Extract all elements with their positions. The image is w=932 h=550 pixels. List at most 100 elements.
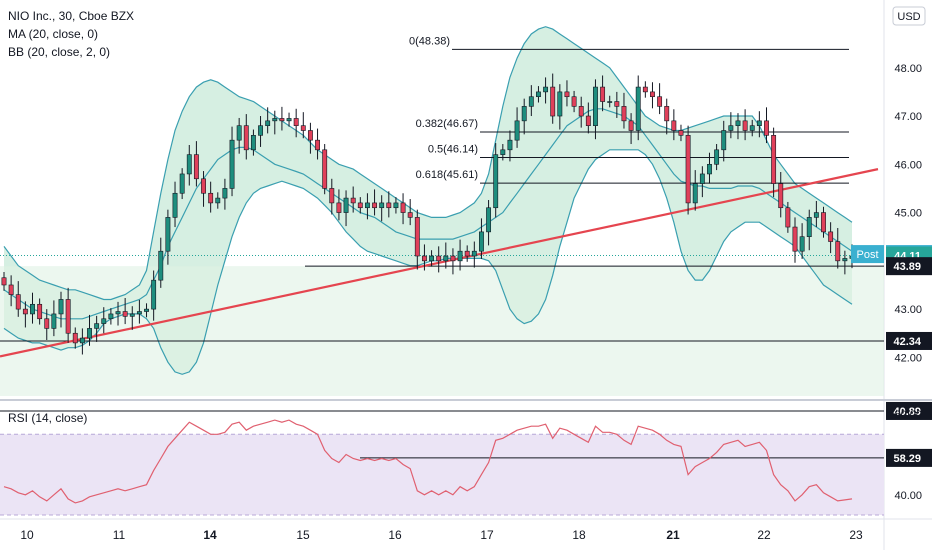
candle[interactable] — [799, 223, 805, 259]
candle[interactable] — [115, 301, 121, 326]
candle[interactable] — [421, 244, 427, 271]
candle[interactable] — [486, 200, 492, 246]
candle[interactable] — [329, 178, 335, 215]
candle[interactable] — [642, 81, 648, 98]
candle[interactable] — [507, 130, 513, 162]
candle[interactable] — [585, 102, 591, 134]
candle[interactable] — [429, 250, 435, 267]
candle[interactable] — [144, 303, 149, 318]
candle[interactable] — [293, 108, 299, 138]
candle[interactable] — [94, 315, 100, 342]
candle[interactable] — [614, 91, 620, 118]
candle[interactable] — [543, 77, 549, 104]
candle[interactable] — [450, 248, 456, 275]
candle[interactable] — [514, 107, 520, 148]
candle[interactable] — [699, 166, 705, 198]
candle[interactable] — [379, 195, 385, 222]
candle[interactable] — [735, 113, 741, 140]
candle[interactable] — [457, 239, 463, 271]
candle[interactable] — [1, 271, 7, 291]
candle[interactable] — [536, 86, 541, 103]
candle[interactable] — [692, 170, 698, 211]
candle[interactable] — [400, 193, 406, 225]
candle[interactable] — [279, 106, 285, 131]
candle[interactable] — [578, 96, 584, 128]
candle[interactable] — [835, 228, 841, 269]
candle[interactable] — [707, 152, 712, 184]
price-pane[interactable]: 0(48.38) 0.382(46.67) 0.5(46.14) 0.618(45.6… — [0, 26, 884, 396]
candle[interactable] — [30, 292, 35, 324]
candle[interactable] — [307, 122, 313, 154]
candle[interactable] — [136, 299, 142, 324]
candle[interactable] — [22, 301, 28, 328]
candle[interactable] — [87, 314, 92, 346]
candle[interactable] — [607, 95, 613, 108]
candle[interactable] — [657, 83, 663, 115]
candle[interactable] — [101, 307, 107, 334]
candle[interactable] — [671, 109, 677, 141]
candle[interactable] — [229, 126, 235, 197]
candle[interactable] — [600, 75, 606, 112]
candle[interactable] — [828, 222, 834, 254]
candle[interactable] — [44, 309, 50, 341]
candle[interactable] — [51, 300, 57, 337]
candle[interactable] — [215, 192, 221, 209]
candle[interactable] — [372, 189, 377, 216]
candle[interactable] — [357, 197, 363, 214]
candle[interactable] — [322, 144, 328, 195]
candle[interactable] — [621, 92, 627, 129]
candle[interactable] — [364, 193, 370, 220]
candle[interactable] — [122, 298, 128, 325]
candle[interactable] — [664, 98, 670, 135]
candle[interactable] — [108, 308, 114, 325]
candle[interactable] — [286, 112, 292, 127]
candle[interactable] — [436, 246, 442, 273]
candle[interactable] — [792, 217, 798, 263]
candle[interactable] — [350, 186, 356, 213]
candle[interactable] — [821, 206, 826, 238]
candle[interactable] — [129, 306, 135, 330]
candle[interactable] — [300, 112, 306, 139]
candle[interactable] — [265, 107, 271, 134]
candle[interactable] — [336, 189, 342, 221]
candle[interactable] — [37, 298, 43, 325]
candle[interactable] — [208, 181, 214, 213]
candle[interactable] — [728, 112, 734, 139]
candle[interactable] — [65, 287, 71, 343]
candle[interactable] — [79, 328, 85, 355]
candle[interactable] — [635, 75, 641, 141]
candle[interactable] — [443, 242, 449, 269]
candle[interactable] — [179, 168, 185, 200]
candle[interactable] — [650, 82, 655, 109]
candle[interactable] — [58, 291, 64, 328]
candle[interactable] — [386, 191, 392, 218]
candle[interactable] — [193, 141, 199, 187]
candle[interactable] — [479, 218, 484, 259]
candle[interactable] — [186, 144, 192, 186]
candle[interactable] — [764, 107, 769, 144]
candle[interactable] — [685, 125, 691, 215]
candle[interactable] — [407, 199, 413, 226]
candle[interactable] — [500, 144, 506, 161]
candle[interactable] — [557, 84, 563, 130]
candle[interactable] — [72, 327, 78, 349]
candle[interactable] — [550, 73, 556, 124]
candle[interactable] — [785, 201, 791, 233]
candle[interactable] — [343, 190, 349, 227]
candle[interactable] — [593, 79, 598, 140]
candle[interactable] — [464, 245, 470, 262]
candle[interactable] — [771, 127, 777, 198]
candle[interactable] — [521, 98, 527, 135]
candle[interactable] — [564, 80, 570, 107]
candle[interactable] — [272, 110, 278, 135]
candle[interactable] — [315, 128, 320, 160]
currency-button[interactable]: USD — [892, 6, 926, 26]
candle[interactable] — [8, 275, 14, 307]
candle[interactable] — [749, 119, 755, 137]
rsi-pane[interactable] — [0, 419, 884, 516]
candle[interactable] — [222, 178, 228, 210]
candle[interactable] — [158, 237, 164, 288]
candle[interactable] — [471, 241, 477, 268]
candle[interactable] — [414, 209, 420, 270]
